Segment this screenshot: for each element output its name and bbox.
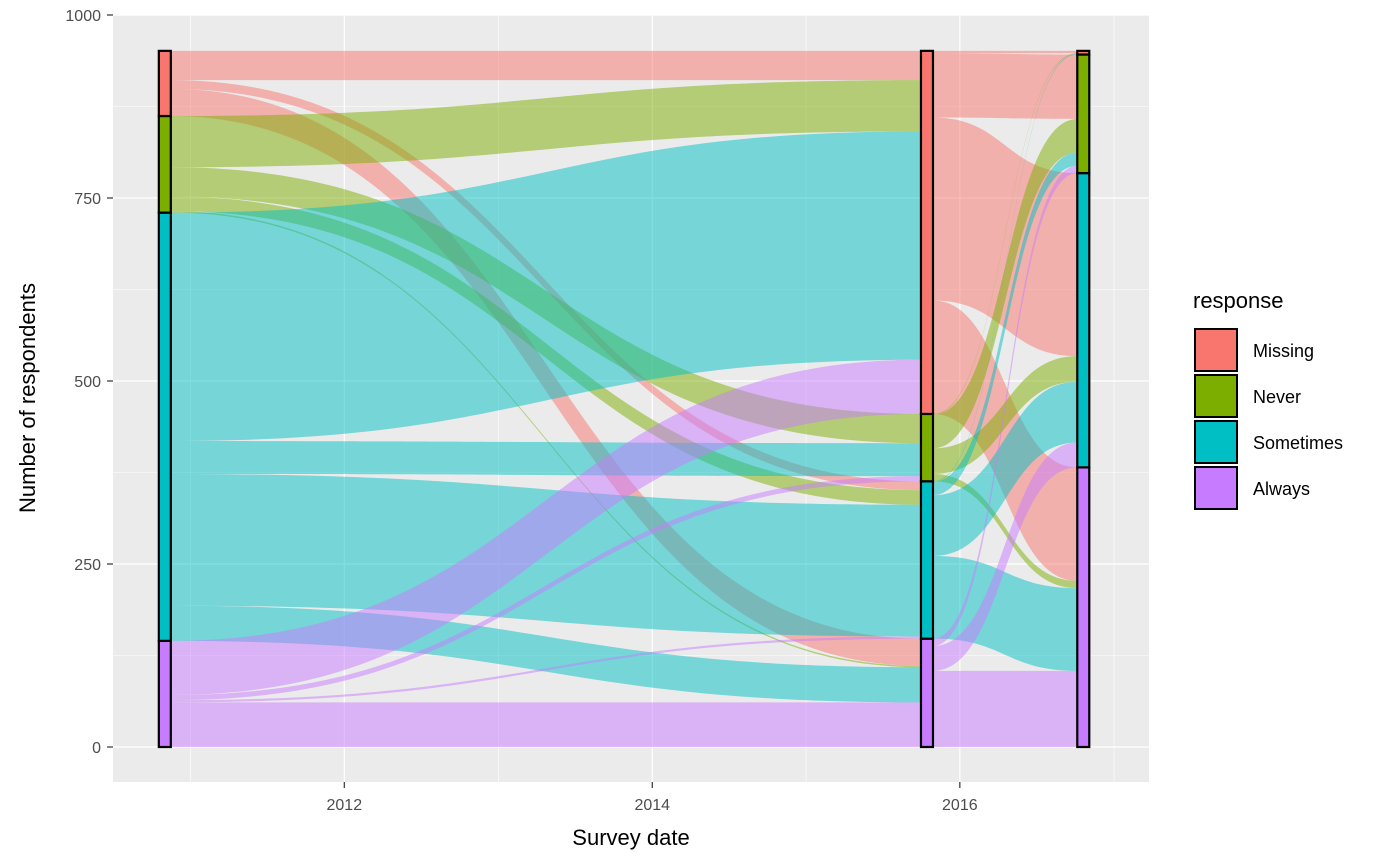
flow-never-to-missing — [170, 80, 921, 168]
x-tick-label: 2012 — [327, 797, 363, 814]
stratum-3-always — [1076, 466, 1091, 749]
flow-never-to-always — [932, 473, 1078, 589]
strata-layer — [157, 49, 1091, 749]
flow-sometimes-to-missing — [170, 131, 921, 442]
legend-key-never — [1194, 374, 1238, 418]
stratum-3-sometimes — [1076, 172, 1091, 469]
y-axis-title: Number of respondents — [15, 283, 40, 513]
flow-always-to-always — [932, 670, 1078, 747]
flow-missing-to-never — [932, 53, 1078, 119]
legend: response Missing Never Sometimes Always — [1193, 288, 1343, 510]
stratum-2-always — [919, 637, 935, 749]
flow-sometimes-to-always — [932, 555, 1078, 671]
legend-label-always: Always — [1253, 479, 1310, 499]
stratum-2-never — [919, 412, 935, 483]
legend-label-missing: Missing — [1253, 341, 1314, 361]
y-tick-label: 250 — [74, 557, 101, 574]
flow-sometimes-to-sometimes — [170, 473, 921, 637]
stratum-3-never — [1076, 53, 1091, 175]
x-axis: 2012 2014 2016 — [327, 782, 978, 814]
stratum-2-sometimes — [919, 480, 935, 640]
x-tick-label: 2016 — [942, 797, 978, 814]
flow-always-to-never — [170, 476, 921, 701]
flow-never-to-sometimes — [932, 356, 1078, 474]
stratum-1-sometimes — [157, 211, 172, 642]
flow-never-to-never — [932, 118, 1078, 449]
flow-sometimes-to-sometimes — [932, 381, 1078, 556]
flow-never-to-always — [170, 211, 921, 668]
y-tick-label: 500 — [74, 374, 101, 391]
legend-label-never: Never — [1253, 387, 1301, 407]
y-tick-label: 0 — [92, 740, 101, 757]
flow-never-to-missing — [932, 53, 1078, 415]
flow-always-to-always — [170, 702, 921, 747]
legend-key-sometimes — [1194, 420, 1238, 464]
stratum-2-missing — [919, 49, 935, 416]
stratum-1-always — [157, 639, 172, 749]
stratum-1-never — [157, 114, 172, 214]
legend-key-missing — [1194, 328, 1238, 372]
flow-always-to-never — [932, 165, 1078, 646]
y-tick-label: 750 — [74, 191, 101, 208]
flows-layer — [170, 50, 1078, 747]
flow-always-to-sometimes — [170, 636, 921, 703]
flow-missing-to-missing — [932, 50, 1078, 54]
x-tick-label: 2014 — [634, 797, 670, 814]
y-axis: 0 250 500 750 1000 — [65, 8, 113, 757]
y-tick-label: 1000 — [65, 8, 101, 25]
flow-missing-to-missing — [170, 50, 921, 81]
flow-sometimes-to-never — [170, 441, 921, 477]
flow-always-to-sometimes — [932, 442, 1078, 671]
flow-sometimes-to-never — [932, 152, 1078, 496]
flow-always-to-missing — [170, 359, 921, 696]
x-axis-title: Survey date — [572, 825, 689, 850]
legend-label-sometimes: Sometimes — [1253, 433, 1343, 453]
stratum-3-missing — [1076, 49, 1091, 56]
flow-sometimes-to-missing — [932, 53, 1078, 483]
stratum-1-missing — [157, 49, 172, 118]
legend-title: response — [1193, 288, 1284, 313]
legend-key-always — [1194, 466, 1238, 510]
